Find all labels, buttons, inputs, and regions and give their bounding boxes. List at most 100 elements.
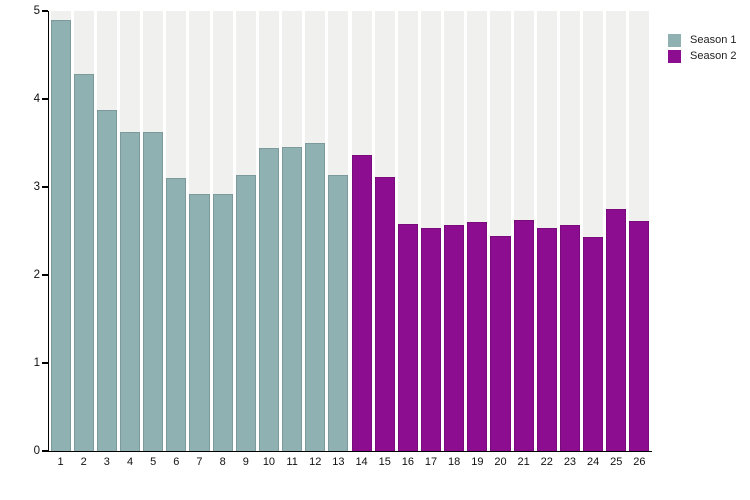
season-2-swatch xyxy=(668,49,681,63)
x-tick-label-18: 18 xyxy=(448,456,461,468)
bar-slot-2 xyxy=(72,11,95,451)
bar-episode-4 xyxy=(119,132,141,451)
x-tick-label-21: 21 xyxy=(517,456,530,468)
bar-slot-7 xyxy=(188,11,211,451)
bar-episode-15 xyxy=(374,177,395,451)
bar-slot-19 xyxy=(466,11,489,451)
bar-slot-13 xyxy=(327,11,350,451)
bar-episode-9 xyxy=(235,174,256,451)
bar-slot-14 xyxy=(350,11,373,451)
legend-label-season-1: Season 1 xyxy=(690,34,737,46)
bar-slot-9 xyxy=(234,11,257,451)
y-tick-4 xyxy=(42,98,48,100)
y-axis-line xyxy=(47,11,49,452)
bar-episode-18 xyxy=(444,224,465,451)
bar-slot-3 xyxy=(95,11,118,451)
x-tick-label-3: 3 xyxy=(103,456,110,468)
bar-slot-11 xyxy=(281,11,304,451)
y-tick-label-2: 2 xyxy=(33,268,40,281)
bar-episode-12 xyxy=(305,143,326,451)
bar-slot-21 xyxy=(512,11,535,451)
y-tick-2 xyxy=(42,274,48,276)
bar-slot-25 xyxy=(605,11,628,451)
x-tick-label-2: 2 xyxy=(80,456,87,468)
bar-episode-17 xyxy=(420,228,442,451)
x-tick-label-23: 23 xyxy=(563,456,577,468)
bar-episode-20 xyxy=(490,236,511,451)
y-tick-label-3: 3 xyxy=(33,180,40,193)
x-tick-label-9: 9 xyxy=(242,456,249,468)
bar-episode-22 xyxy=(536,228,557,451)
x-tick-label-7: 7 xyxy=(196,456,203,468)
bar-slot-12 xyxy=(304,11,327,451)
bar-slot-8 xyxy=(211,11,234,451)
bar-episode-7 xyxy=(189,194,210,451)
x-tick-label-8: 8 xyxy=(219,456,226,468)
bar-slot-5 xyxy=(142,11,165,451)
bar-episode-2 xyxy=(73,74,94,451)
bar-slot-17 xyxy=(419,11,442,451)
y-tick-label-4: 4 xyxy=(33,92,40,105)
x-tick-label-6: 6 xyxy=(173,456,180,468)
bar-episode-23 xyxy=(559,224,581,451)
bar-episode-10 xyxy=(258,148,280,451)
legend-item-season-2: Season 2 xyxy=(668,48,736,64)
x-tick-label-26: 26 xyxy=(633,456,646,468)
y-tick-5 xyxy=(42,10,48,12)
x-axis-line xyxy=(47,450,652,453)
bar-slot-23 xyxy=(558,11,581,451)
bar-episode-14 xyxy=(351,155,372,451)
x-tick-label-15: 15 xyxy=(378,456,391,468)
bar-slot-18 xyxy=(443,11,466,451)
x-tick-label-13: 13 xyxy=(332,456,345,468)
x-tick-label-25: 25 xyxy=(610,456,623,468)
x-tick-label-16: 16 xyxy=(401,456,414,468)
bar-episode-19 xyxy=(467,222,488,451)
bar-episode-24 xyxy=(583,237,604,451)
bar-episode-26 xyxy=(629,221,650,451)
bar-slot-4 xyxy=(118,11,141,451)
bar-episode-16 xyxy=(397,223,418,451)
legend-item-season-1: Season 1 xyxy=(668,32,736,48)
bar-episode-8 xyxy=(212,194,233,451)
bar-episode-21 xyxy=(513,220,534,451)
y-tick-3 xyxy=(42,186,48,188)
x-tick-label-24: 24 xyxy=(586,456,600,468)
bar-slot-6 xyxy=(165,11,188,451)
bar-episode-13 xyxy=(328,174,349,451)
y-tick-label-1: 1 xyxy=(33,356,40,369)
x-tick-label-1: 1 xyxy=(57,456,64,468)
x-tick-label-10: 10 xyxy=(262,456,276,468)
bar-episode-3 xyxy=(96,109,117,451)
bar-episode-5 xyxy=(143,132,164,451)
y-tick-1 xyxy=(42,362,48,364)
x-tick-label-4: 4 xyxy=(126,456,134,468)
bar-episode-1 xyxy=(50,19,71,451)
bar-episode-25 xyxy=(606,209,627,451)
bar-slot-10 xyxy=(257,11,280,451)
legend: Season 1 Season 2 xyxy=(668,32,736,64)
bar-episode-11 xyxy=(282,146,303,451)
y-tick-label-0: 0 xyxy=(33,444,40,457)
season-1-swatch xyxy=(668,33,681,47)
bar-slot-22 xyxy=(535,11,558,451)
plot-area xyxy=(49,11,651,451)
y-tick-label-5: 5 xyxy=(33,4,40,17)
x-tick-label-17: 17 xyxy=(424,456,438,468)
bar-slot-26 xyxy=(628,11,651,451)
bar-slot-1 xyxy=(49,11,72,451)
bar-slot-24 xyxy=(582,11,605,451)
bar-slot-16 xyxy=(396,11,419,451)
x-tick-label-14: 14 xyxy=(355,456,368,468)
legend-label-season-2: Season 2 xyxy=(690,50,737,62)
bar-slot-15 xyxy=(373,11,396,451)
bar-slot-20 xyxy=(489,11,512,451)
x-tick-label-5: 5 xyxy=(150,456,157,468)
x-tick-label-11: 11 xyxy=(286,456,298,468)
x-tick-label-19: 19 xyxy=(471,456,484,468)
bar-episode-6 xyxy=(166,178,187,451)
y-tick-0 xyxy=(42,450,48,452)
x-tick-label-12: 12 xyxy=(309,456,322,468)
x-tick-label-20: 20 xyxy=(494,456,507,468)
